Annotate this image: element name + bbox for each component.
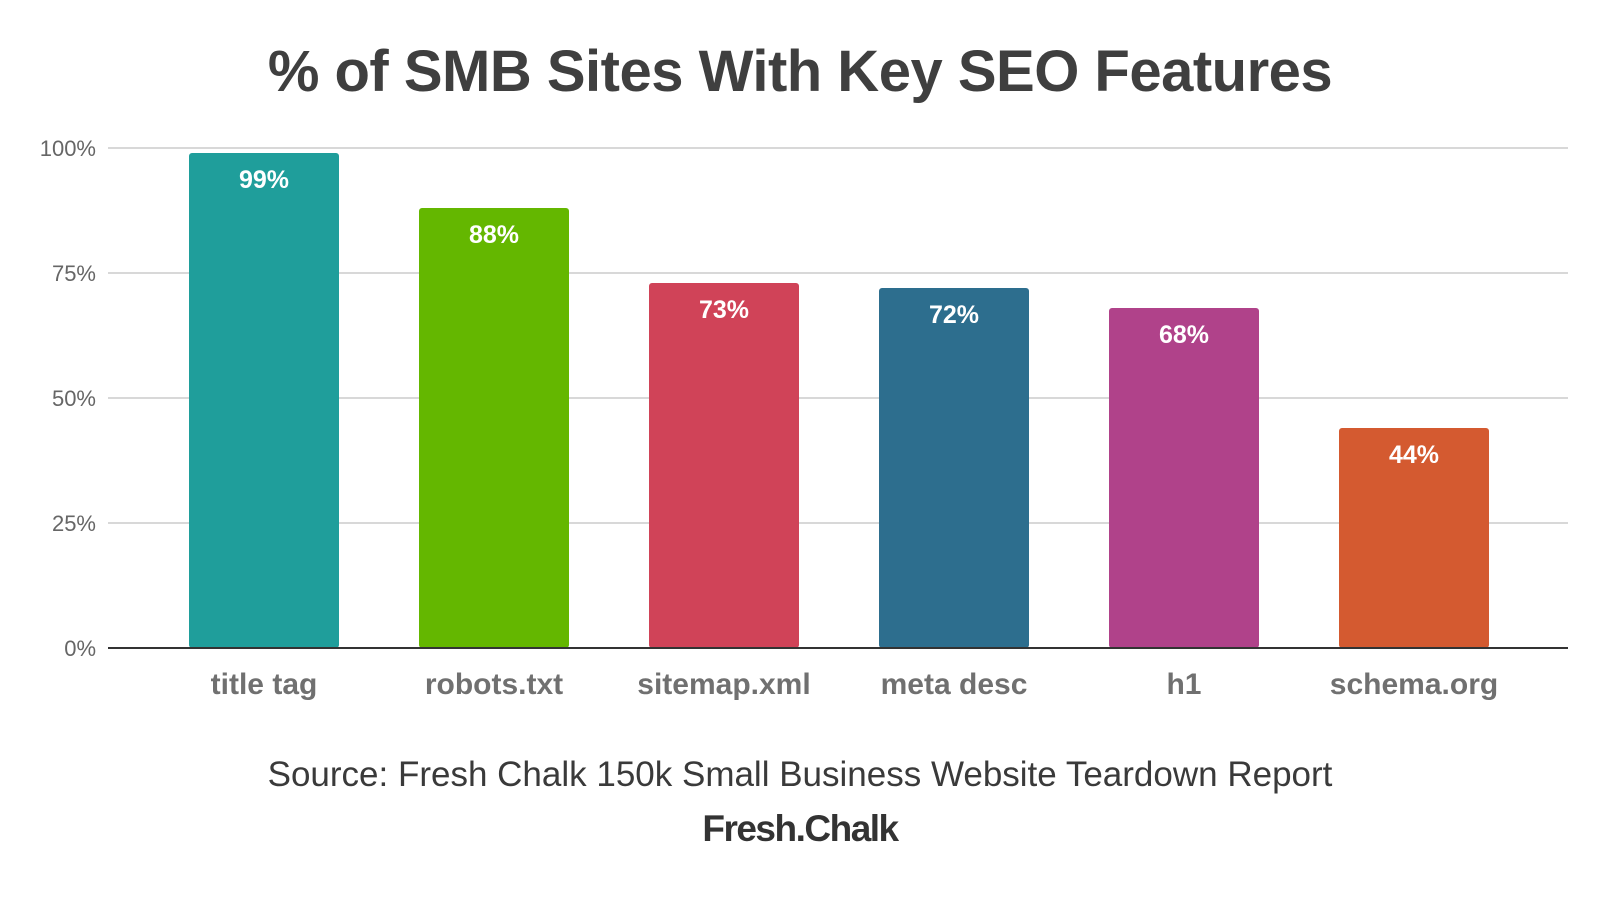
chart-title: % of SMB Sites With Key SEO Features	[267, 39, 1333, 104]
bar	[419, 208, 569, 648]
x-tick-label: schema.org	[1330, 668, 1498, 701]
bar-data-label: 72%	[929, 301, 979, 329]
bar	[189, 153, 339, 648]
bar	[649, 283, 799, 648]
x-tick-label: sitemap.xml	[637, 668, 810, 701]
y-tick-label: 25%	[52, 511, 96, 536]
bar	[1339, 428, 1489, 648]
gridlines	[108, 147, 1568, 524]
bar-data-label: 68%	[1159, 321, 1209, 349]
x-tick-label: title tag	[211, 668, 318, 701]
bar	[879, 288, 1029, 648]
bar	[1109, 308, 1259, 648]
bars: 99% 88% 73% 72% 68% 44%	[189, 153, 1489, 648]
x-tick-label: meta desc	[881, 668, 1028, 701]
x-axis-tick-labels: title tag robots.txt sitemap.xml meta desc h…	[211, 668, 1499, 701]
bar-data-label: 44%	[1389, 441, 1439, 469]
y-tick-label: 75%	[52, 261, 96, 286]
y-tick-label: 50%	[52, 386, 96, 411]
bar-data-label: 73%	[699, 296, 749, 324]
x-tick-label: h1	[1166, 668, 1201, 701]
y-tick-label: 100%	[40, 136, 96, 161]
y-tick-label: 0%	[64, 636, 96, 661]
bar-data-label: 99%	[239, 166, 289, 194]
x-tick-label: robots.txt	[425, 668, 563, 701]
y-axis-tick-labels: 0% 25% 50% 75% 100%	[40, 136, 96, 661]
bar-data-label: 88%	[469, 221, 519, 249]
source-note: Source: Fresh Chalk 150k Small Business …	[267, 755, 1333, 794]
brand-logo: Fresh.Chalk	[702, 808, 899, 849]
